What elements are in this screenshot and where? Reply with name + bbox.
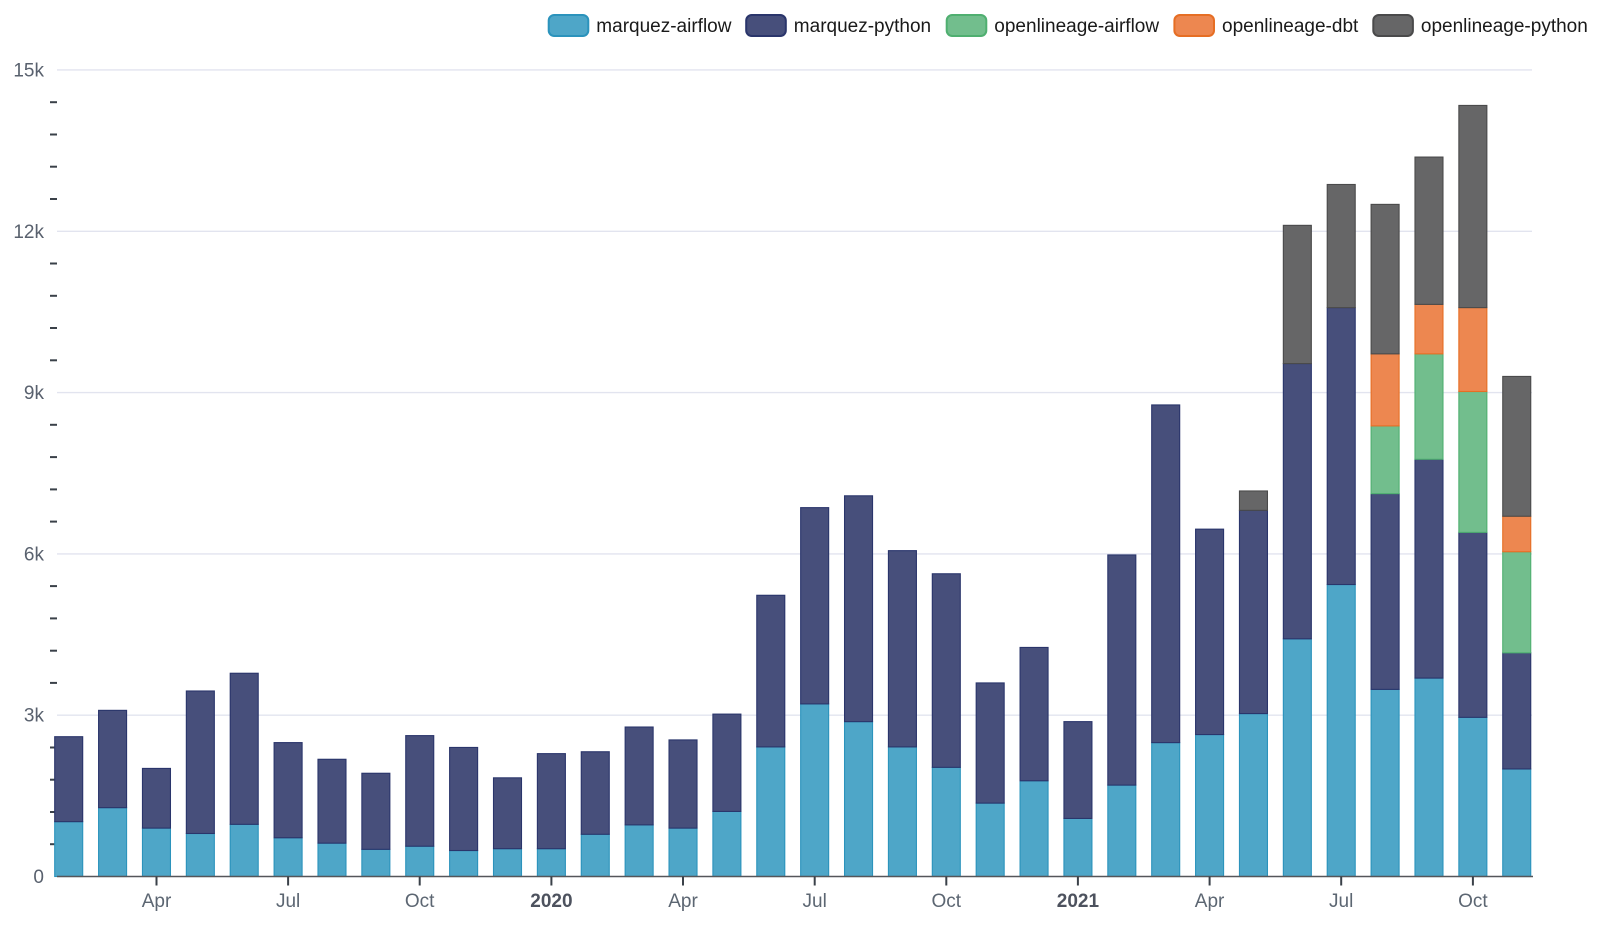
svg-text:Oct: Oct bbox=[932, 891, 962, 912]
svg-text:0: 0 bbox=[33, 867, 44, 888]
svg-text:Apr: Apr bbox=[1195, 891, 1225, 912]
svg-text:openlineage-python: openlineage-python bbox=[1421, 16, 1588, 37]
svg-text:openlineage-airflow: openlineage-airflow bbox=[994, 16, 1159, 37]
svg-text:15k: 15k bbox=[13, 60, 44, 81]
svg-text:6k: 6k bbox=[24, 544, 45, 565]
svg-text:Jul: Jul bbox=[803, 891, 827, 912]
svg-text:marquez-airflow: marquez-airflow bbox=[596, 16, 731, 37]
svg-text:Jul: Jul bbox=[1329, 891, 1353, 912]
svg-text:openlineage-dbt: openlineage-dbt bbox=[1222, 16, 1359, 37]
svg-text:marquez-python: marquez-python bbox=[794, 16, 931, 37]
svg-text:Jul: Jul bbox=[276, 891, 300, 912]
svg-text:Oct: Oct bbox=[405, 891, 435, 912]
svg-text:Apr: Apr bbox=[142, 891, 172, 912]
svg-text:12k: 12k bbox=[13, 222, 44, 243]
svg-text:Oct: Oct bbox=[1458, 891, 1488, 912]
svg-text:Apr: Apr bbox=[668, 891, 698, 912]
svg-text:2020: 2020 bbox=[530, 891, 572, 912]
svg-text:2021: 2021 bbox=[1057, 891, 1100, 912]
svg-text:3k: 3k bbox=[24, 706, 45, 727]
svg-text:9k: 9k bbox=[24, 383, 45, 404]
